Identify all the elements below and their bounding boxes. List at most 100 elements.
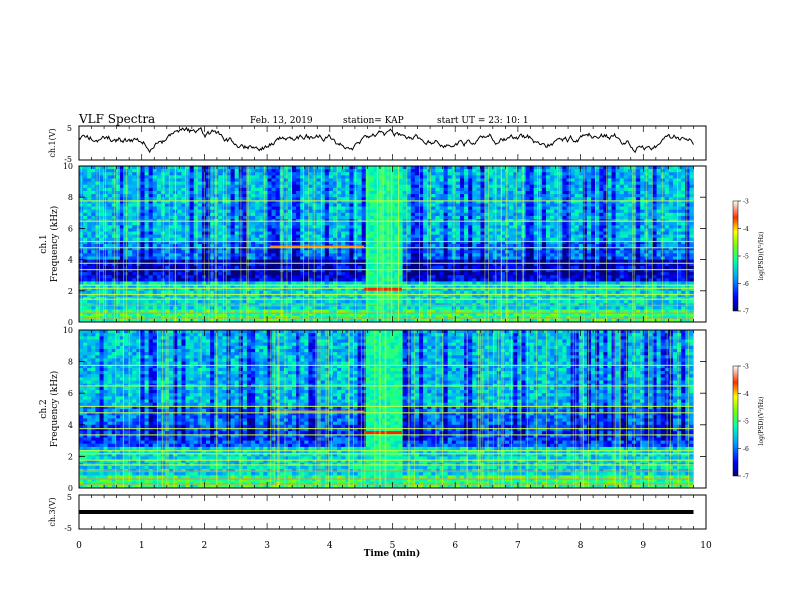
spectrogram-cell xyxy=(578,206,584,211)
spectrogram-cell xyxy=(99,234,104,239)
spectrogram-cell xyxy=(177,259,182,264)
spectrogram-cell xyxy=(419,197,424,201)
spectrogram-cell xyxy=(222,231,227,236)
spectrogram-cell xyxy=(488,178,494,182)
spectrogram-cell xyxy=(304,265,309,270)
spectrogram-cell xyxy=(652,209,657,214)
spectrogram-cell xyxy=(648,194,653,198)
spectrogram-cell xyxy=(439,234,444,239)
spectrogram-cell xyxy=(165,265,170,270)
spectrogram-cell xyxy=(509,175,514,179)
spectrogram-cell xyxy=(177,222,182,226)
spectrogram-cell xyxy=(332,172,338,176)
spectrogram-cell xyxy=(119,175,125,179)
spectrogram-cell xyxy=(119,206,125,211)
spectrogram-cell xyxy=(328,172,334,176)
spectrogram-cell xyxy=(480,212,485,217)
spectrogram-cell xyxy=(509,250,514,254)
spectrogram-cell xyxy=(398,237,404,242)
spectrogram-cell xyxy=(681,253,686,257)
spectrogram-cell xyxy=(566,222,571,226)
spectrogram-cell xyxy=(476,262,481,267)
spectrogram-cell xyxy=(681,262,686,267)
spectrogram-cell xyxy=(87,212,92,217)
spectrogram-cell xyxy=(115,187,121,192)
spectrogram-cell xyxy=(439,209,444,214)
spectrogram-cell xyxy=(513,262,518,267)
spectrogram-cell xyxy=(308,169,313,173)
spectrogram-cell xyxy=(181,197,186,201)
spectrogram-cell xyxy=(529,253,535,257)
spectrogram-cell xyxy=(341,175,346,179)
spectrogram-cell xyxy=(128,234,133,239)
spectrogram-cell xyxy=(545,240,551,245)
spectrogram-cell xyxy=(259,212,264,217)
spectrogram-cell xyxy=(320,212,326,217)
spectrogram-cell xyxy=(541,190,547,195)
spectrogram-cell xyxy=(259,228,264,232)
spectrogram-cell xyxy=(369,247,375,251)
spectrogram-cell xyxy=(152,250,158,254)
spectrogram-cell xyxy=(246,212,252,217)
spectrogram-cell xyxy=(607,200,612,204)
spectrogram-cell xyxy=(300,256,305,260)
spectrogram-cell xyxy=(95,190,100,195)
spectrogram-cell xyxy=(373,234,379,239)
spectrogram-cell xyxy=(345,197,350,201)
spectrogram-cell xyxy=(558,222,563,226)
spectrogram-cell xyxy=(189,172,195,176)
spectrogram-cell xyxy=(566,231,571,236)
spectrogram-cell xyxy=(468,190,473,195)
spectrogram-cell xyxy=(324,194,330,198)
spectrogram-cell xyxy=(218,228,223,232)
spectrogram-cell xyxy=(177,203,182,207)
spectrogram-cell xyxy=(509,209,514,214)
spectrogram-cell xyxy=(259,215,264,220)
spectrogram-cell xyxy=(582,244,588,248)
spectrogram-cell xyxy=(91,206,96,211)
spectrogram-cell xyxy=(615,203,621,207)
spectrogram-cell xyxy=(287,253,293,257)
spectrogram-cell xyxy=(529,212,535,217)
spectrogram-cell xyxy=(95,175,100,179)
spectrogram-cell xyxy=(197,166,203,170)
spectrogram-cell xyxy=(398,206,404,211)
spectrogram-cell xyxy=(156,206,162,211)
spectrogram-cell xyxy=(668,222,674,226)
spectrogram-cell xyxy=(509,197,514,201)
spectrogram-cell xyxy=(550,184,555,189)
spectrogram-cell xyxy=(136,228,141,232)
spectrogram-cell xyxy=(406,194,412,198)
spectrogram-cell xyxy=(115,209,121,214)
spectrogram-cell xyxy=(156,178,162,182)
spectrogram-cell xyxy=(558,206,563,211)
spectrogram-cell xyxy=(455,166,461,170)
spectrogram-cell xyxy=(144,234,150,239)
spectrogram-cell xyxy=(545,228,551,232)
spectrogram-cell xyxy=(218,206,223,211)
spectrogram-cell xyxy=(308,197,313,201)
spectrogram-cell xyxy=(197,178,203,182)
spectrogram-cell xyxy=(627,247,633,251)
spectrogram-cell xyxy=(476,244,481,248)
spectrogram-cell xyxy=(529,206,535,211)
spectrogram-cell xyxy=(652,169,657,173)
spectrogram-cell xyxy=(242,194,248,198)
spectrogram-cell xyxy=(554,247,559,251)
spectrogram-cell xyxy=(545,206,551,211)
spectrogram-cell xyxy=(419,172,424,176)
spectrogram-cell xyxy=(681,250,686,254)
spectrogram-cell xyxy=(574,172,580,176)
spectrogram-cell xyxy=(242,256,248,260)
spectrogram-cell xyxy=(406,222,412,226)
spectrogram-cell xyxy=(263,200,268,204)
spectrogram-cell xyxy=(595,222,600,226)
spectrogram-cell xyxy=(591,197,596,201)
spectrogram-cell xyxy=(304,169,309,173)
spectrogram-cell xyxy=(365,234,371,239)
spectrogram-cell xyxy=(345,222,350,226)
spectrogram-cell xyxy=(259,222,264,226)
spectrogram-cell xyxy=(312,253,317,257)
spectrogram-cell xyxy=(443,253,449,257)
spectrogram-cell xyxy=(419,206,424,211)
